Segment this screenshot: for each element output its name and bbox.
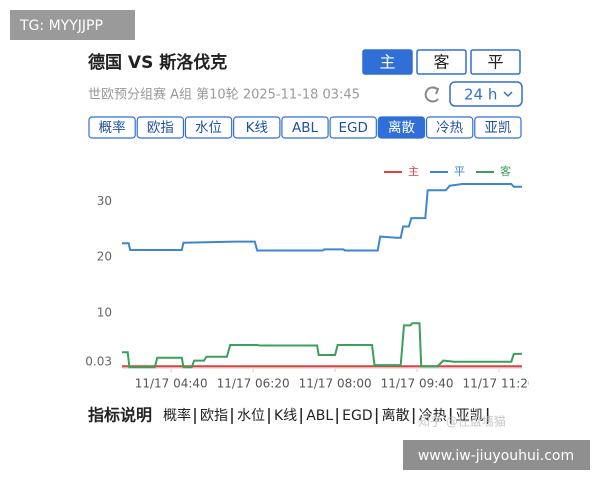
legend-label: 主 — [408, 165, 419, 178]
indicator-tab-label: EGD — [339, 120, 368, 136]
indicator-tab-label: 亚凯 — [484, 120, 511, 136]
match-subtitle: 世欧预分组赛 A组 第10轮 2025-11-18 03:45 — [88, 87, 360, 103]
x-tick-label: 11/17 04:40 — [135, 377, 208, 391]
footer-item: 冷热 — [419, 408, 447, 424]
indicator-tab-label: 冷热 — [436, 120, 463, 136]
tab-button[interactable] — [362, 49, 413, 75]
y-tick-label: 30 — [97, 194, 112, 208]
x-tick-label: 11/17 06:20 — [217, 377, 290, 391]
tab-button[interactable] — [470, 49, 521, 75]
y-tick-label: 0.03 — [85, 354, 112, 368]
indicator-tab-label: 离散 — [388, 119, 415, 136]
site-box — [403, 440, 590, 470]
indicator-tab-label: ABL — [292, 120, 318, 136]
x-tick-label: 11/17 08:00 — [299, 377, 372, 391]
footer-item: K线 — [274, 408, 297, 424]
x-tick-label: 11/17 11:20 — [463, 377, 536, 391]
refresh-icon[interactable] — [424, 86, 440, 103]
indicator-tab-label: 水位 — [195, 120, 222, 136]
footer-item: ABL — [306, 408, 333, 424]
y-tick-label: 20 — [97, 250, 112, 264]
footer-item: 离散 — [382, 407, 410, 424]
watermark-box — [10, 10, 135, 40]
indicator-tab[interactable] — [377, 116, 426, 139]
indicator-tab[interactable] — [329, 116, 377, 139]
series-line — [122, 183, 522, 252]
credit-watermark: 知乎 @任盘墙猫 — [418, 414, 506, 429]
footer-item: 概率 — [163, 407, 191, 424]
tab-button-label: 平 — [487, 53, 503, 72]
footer-item: 水位 — [237, 408, 265, 424]
indicator-tab[interactable] — [233, 116, 281, 139]
indicator-tab-label: K线 — [246, 120, 268, 136]
legend-label: 客 — [500, 164, 511, 178]
indicator-tab[interactable] — [184, 116, 233, 139]
indicator-tab-label: 概率 — [99, 119, 126, 136]
match-title: 德国 VS 斯洛伐克 — [88, 52, 227, 73]
indicator-tab[interactable] — [474, 116, 522, 139]
footer-item: 亚凯 — [456, 408, 484, 424]
period-dropdown[interactable] — [449, 81, 523, 107]
indicator-tab[interactable] — [88, 116, 136, 139]
dropdown-chevron — [503, 91, 513, 98]
tab-button[interactable] — [416, 49, 467, 75]
x-tick-label: 11/17 09:40 — [381, 377, 454, 391]
watermark: TG: MYYJJPP — [19, 18, 103, 34]
period-label: 24 h — [464, 86, 497, 104]
footer-item: EGD — [342, 408, 372, 424]
indicator-tab[interactable] — [425, 116, 474, 139]
footer-title: 指标说明 — [88, 406, 152, 425]
footer-item: 欧指 — [200, 408, 228, 424]
y-tick-label: 10 — [97, 306, 112, 320]
series-line — [122, 322, 522, 369]
legend-label: 平 — [454, 165, 465, 178]
indicator-tab-label: 欧指 — [147, 120, 174, 136]
indicator-tab[interactable] — [136, 116, 185, 139]
tab-button-label: 主 — [379, 53, 395, 72]
indicator-tab[interactable] — [281, 116, 329, 139]
tab-button-label: 客 — [433, 53, 449, 72]
site-label: www.iw-jiuyouhui.com — [418, 448, 574, 464]
